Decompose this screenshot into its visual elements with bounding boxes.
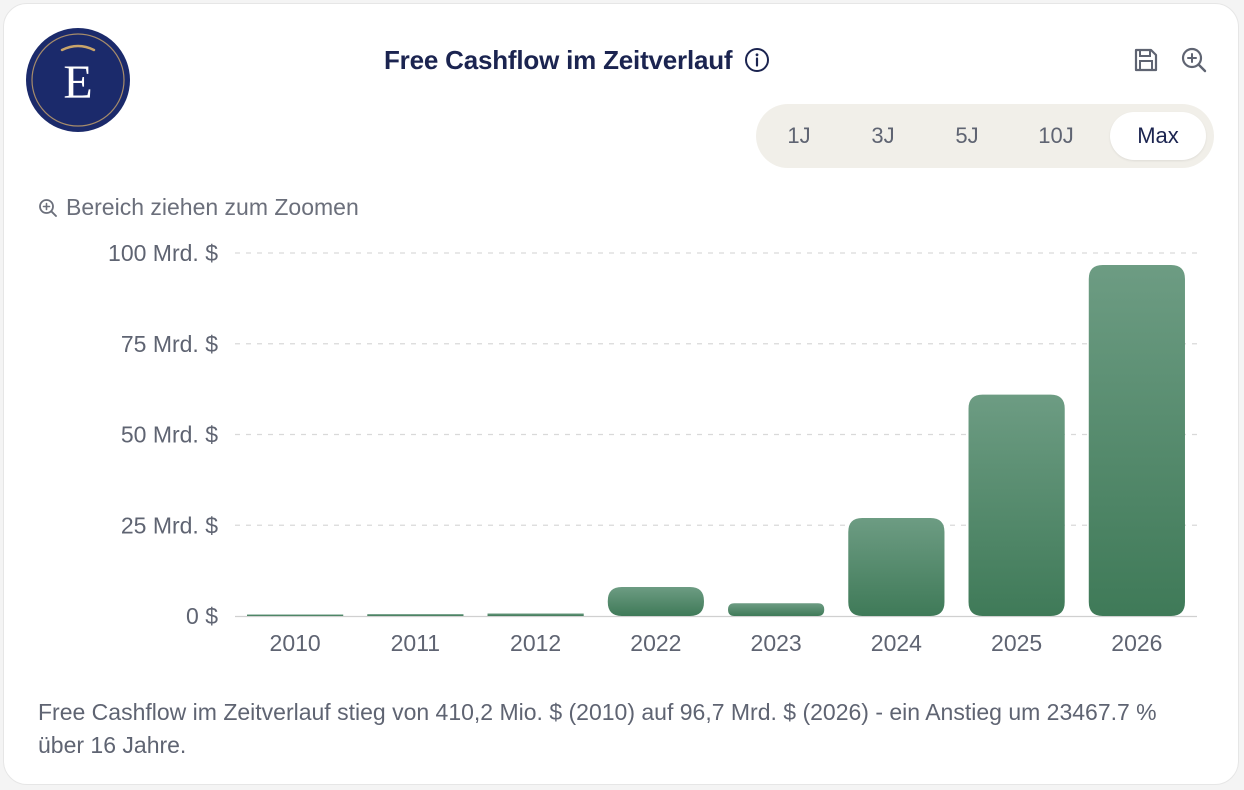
y-tick-label: 75 Mrd. $: [121, 331, 218, 357]
range-max-button[interactable]: Max: [1110, 112, 1206, 160]
x-tick-label: 2012: [510, 630, 561, 656]
chart-title: Free Cashflow im Zeitverlauf: [384, 44, 733, 75]
bar-2023[interactable]: [728, 603, 825, 616]
x-tick-label: 2023: [751, 630, 802, 656]
range-3j-button[interactable]: 3J: [871, 123, 895, 148]
time-range-selector: 1J 3J 5J 10J Max: [756, 104, 1214, 168]
range-1j-button[interactable]: 1J: [787, 123, 811, 148]
bar-2010[interactable]: [247, 614, 344, 617]
bar-2011[interactable]: [367, 614, 464, 616]
zoom-hint-icon: [39, 198, 57, 217]
x-tick-label: 2022: [630, 630, 681, 656]
chart-summary: Free Cashflow im Zeitverlauf stieg von 4…: [38, 699, 1157, 758]
y-tick-label: 100 Mrd. $: [108, 240, 218, 266]
y-tick-label: 0 $: [186, 603, 218, 629]
x-tick-label: 2024: [871, 630, 922, 656]
y-tick-label: 50 Mrd. $: [121, 422, 218, 448]
bar-2024[interactable]: [848, 517, 945, 616]
brand-logo: E: [26, 28, 130, 132]
x-tick-label: 2010: [270, 630, 321, 656]
save-icon[interactable]: [1130, 44, 1162, 76]
bar-2025[interactable]: [968, 394, 1065, 616]
bar-2022[interactable]: [607, 586, 704, 616]
zoom-in-icon[interactable]: [1178, 44, 1210, 76]
range-5j-button[interactable]: 5J: [955, 123, 979, 148]
chart-title-row: Free Cashflow im Zeitverlauf: [384, 42, 770, 78]
y-tick-label: 25 Mrd. $: [121, 512, 218, 538]
svg-text:E: E: [63, 56, 92, 109]
bar-2026[interactable]: [1088, 264, 1185, 616]
zoom-hint-text: Bereich ziehen zum Zoomen: [66, 194, 359, 220]
x-tick-label: 2025: [991, 630, 1042, 656]
info-icon[interactable]: [744, 47, 770, 73]
bar-chart[interactable]: 0 $ 25 Mrd. $ 50 Mrd. $ 75 Mrd. $ 100 Mrd. $…: [4, 4, 1240, 684]
chart-card: E Free Cashflow im Zeitverlauf 1J 3J: [3, 3, 1239, 785]
x-tick-label: 2026: [1111, 630, 1162, 656]
bar-2012[interactable]: [487, 613, 584, 616]
range-10j-button[interactable]: 10J: [1038, 123, 1074, 148]
x-tick-label: 2011: [391, 630, 440, 656]
zoom-hint: Bereich ziehen zum Zoomen: [38, 194, 359, 221]
